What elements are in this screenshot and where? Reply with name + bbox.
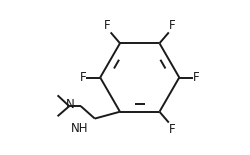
Text: F: F <box>169 19 175 32</box>
Text: F: F <box>80 71 86 84</box>
Text: F: F <box>193 71 200 84</box>
Text: F: F <box>169 123 175 136</box>
Text: NH: NH <box>71 122 88 135</box>
Text: N: N <box>66 98 74 111</box>
Text: F: F <box>104 19 111 32</box>
